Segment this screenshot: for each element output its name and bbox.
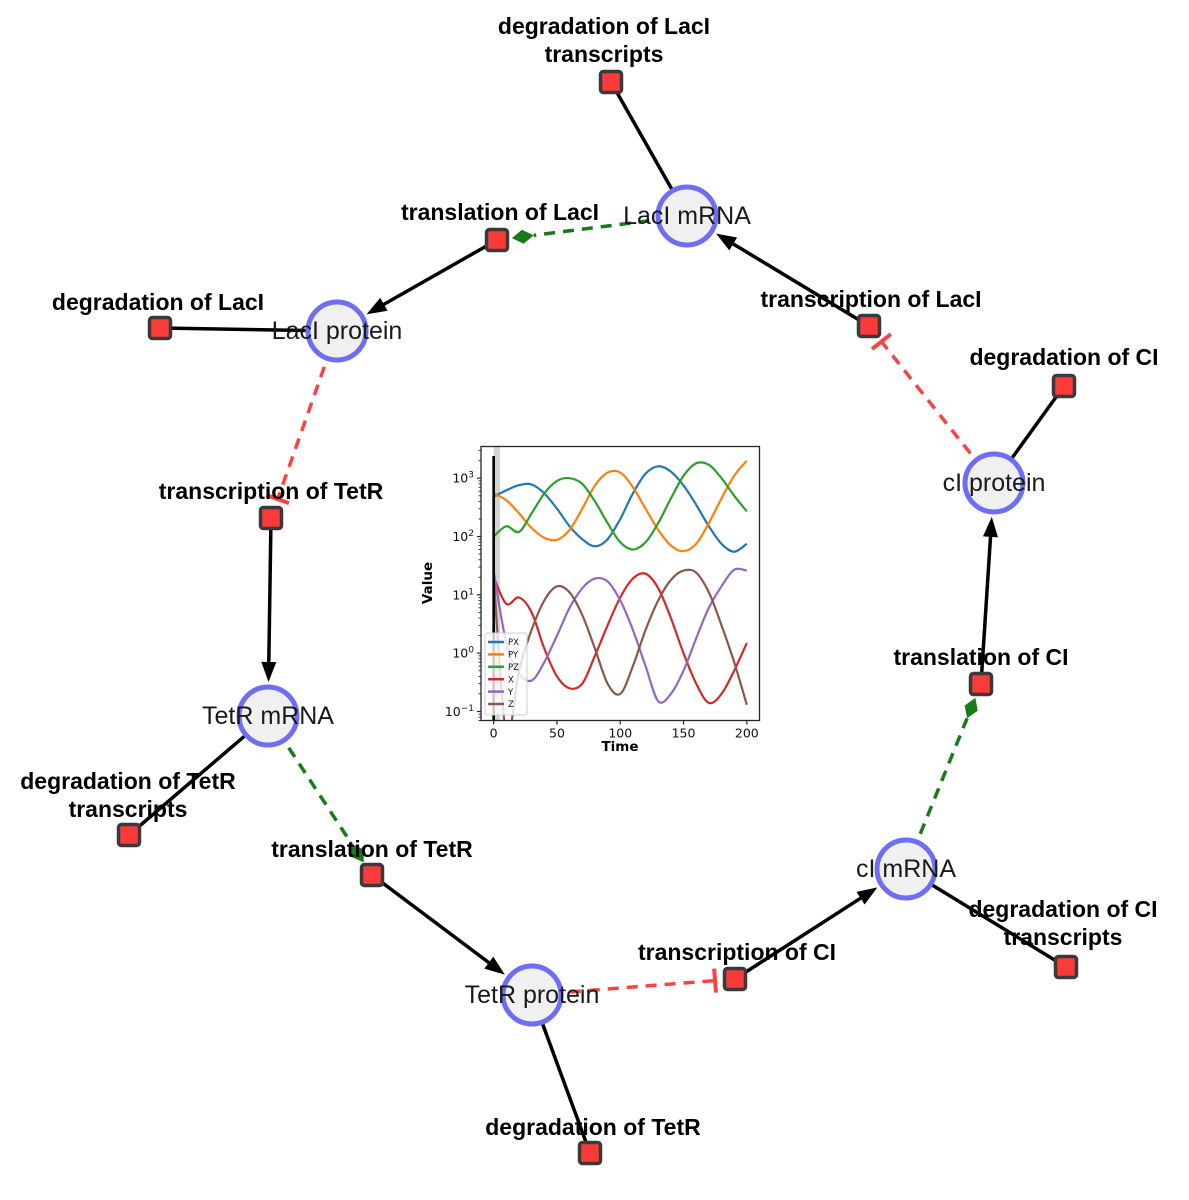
modifier-diamond-icon (964, 697, 978, 719)
chart-curves (492, 459, 748, 721)
reaction-label-tx_ci: transcription of CI (638, 939, 836, 965)
arrowhead (716, 233, 738, 251)
species-node-ci_mrna[interactable] (874, 837, 938, 901)
x-tick-label: 200 (735, 726, 759, 741)
inhibition-tee-icon (265, 493, 290, 506)
reaction-node-tx_ci[interactable] (722, 966, 748, 992)
edge-inhibition-tetr_protein-tx_ci (531, 968, 718, 997)
legend-item-Z: Z (508, 700, 514, 710)
reaction-node-tl_tetr[interactable] (359, 862, 385, 888)
y-tick-label: 103 (452, 471, 474, 486)
reaction-label-tl_laci: translation of LacI (401, 199, 599, 225)
species-label-ci_mrna: cI mRNA (856, 855, 956, 883)
legend-item-PY: PY (508, 651, 519, 661)
series-Y (492, 567, 747, 704)
species-node-tetr_protein[interactable] (500, 963, 564, 1027)
nodes-layer (116, 69, 1079, 1166)
chart-legend: PX PY PZ XYZ (484, 632, 528, 716)
y-tick-label: 100 (452, 646, 474, 661)
species-label-tetr_mrna: TetR mRNA (202, 702, 334, 730)
series-PX (493, 465, 748, 553)
reaction-label-deg_laci_tx: degradation of LacI (498, 13, 710, 39)
inhibition-tee-icon (870, 332, 893, 351)
y-axis-label: Value (420, 562, 436, 604)
series-PY (493, 459, 748, 553)
reaction-node-tl_ci[interactable] (968, 671, 994, 697)
species-label-laci_mrna: LacI mRNA (623, 202, 751, 230)
y-tick-label: 102 (452, 529, 474, 544)
y-tick-label: 10−1 (445, 704, 474, 719)
modifier-diamond-icon (351, 844, 364, 863)
legend-item-PX: PX (508, 638, 519, 648)
reaction-label-tx_tetr: transcription of TetR (159, 478, 384, 504)
species-node-laci_mrna[interactable] (655, 184, 719, 248)
reaction-label-deg_ci_tx: degradation of CI (968, 896, 1157, 922)
reaction-node-tl_laci[interactable] (484, 227, 510, 253)
reaction-label-deg_tetr: degradation of TetR (485, 1114, 701, 1140)
x-axis-label: Time (601, 739, 638, 755)
arrowhead (261, 661, 277, 682)
edge-inhibition-ci_protein-tx_laci (870, 332, 996, 485)
inset-chart: 0 50 100 150 20010−1100101102103TimeValuePXP… (420, 445, 761, 755)
edge-product-tl_laci-laci_protein (366, 238, 498, 315)
legend-item-PZ: PZ (508, 663, 519, 673)
legend-item-X: X (508, 675, 514, 685)
reaction-node-tx_tetr[interactable] (258, 505, 284, 531)
species-node-laci_protein[interactable] (305, 299, 369, 363)
x-tick-label: 100 (608, 726, 632, 741)
x-tick-label: 0 (490, 726, 498, 741)
arrowhead (856, 887, 878, 905)
reaction-node-deg_ci[interactable] (1051, 373, 1077, 399)
reaction-label-deg_laci: degradation of LacI (52, 289, 264, 315)
reaction-label-deg_ci_tx: transcripts (1004, 924, 1123, 950)
inhibition-tee-icon (712, 968, 718, 993)
series-Z (492, 568, 748, 721)
edge-product-tl_ci-ci_protein (979, 516, 998, 685)
reaction-node-deg_tetr[interactable] (577, 1140, 603, 1166)
reaction-label-tl_ci: translation of CI (893, 644, 1068, 670)
species-label-ci_protein: cI protein (943, 469, 1046, 497)
series-PZ (492, 461, 748, 551)
species-label-tetr_protein: TetR protein (465, 981, 600, 1009)
reaction-node-deg_tetr_tx[interactable] (116, 822, 142, 848)
reaction-node-tx_laci[interactable] (856, 313, 882, 339)
edge-product-tx_tetr-tetr_mrna (261, 517, 277, 682)
arrowhead (484, 956, 505, 975)
reaction-label-deg_tetr_tx: degradation of TetR (20, 768, 236, 794)
edge-product-tx_laci-laci_mrna (716, 233, 870, 328)
reaction-node-deg_ci_tx[interactable] (1053, 954, 1079, 980)
reaction-label-tx_laci: transcription of LacI (760, 286, 981, 312)
edge-product-tl_tetr-tetr_protein (370, 873, 505, 975)
reaction-label-deg_ci: degradation of CI (969, 344, 1158, 370)
reaction-node-deg_laci_tx[interactable] (598, 69, 624, 95)
edge-product-tx_ci-ci_mrna (734, 887, 878, 981)
labels-layer: degradation of LacItranscriptstranslatio… (20, 13, 1158, 1140)
arrowhead (366, 297, 388, 315)
species-node-tetr_mrna[interactable] (236, 684, 300, 748)
species-node-ci_protein[interactable] (962, 451, 1026, 515)
reaction-node-deg_laci[interactable] (147, 315, 173, 341)
x-tick-label: 150 (672, 726, 696, 741)
reaction-label-deg_tetr_tx: transcripts (69, 796, 188, 822)
reaction-label-tl_tetr: translation of TetR (271, 836, 473, 862)
arrowhead (983, 516, 998, 538)
reaction-label-deg_laci_tx: transcripts (545, 41, 664, 67)
species-label-laci_protein: LacI protein (272, 317, 403, 345)
modifier-diamond-icon (511, 229, 534, 244)
y-tick-label: 101 (452, 587, 474, 602)
x-tick-label: 50 (549, 726, 565, 741)
legend-item-Y: Y (507, 688, 514, 698)
